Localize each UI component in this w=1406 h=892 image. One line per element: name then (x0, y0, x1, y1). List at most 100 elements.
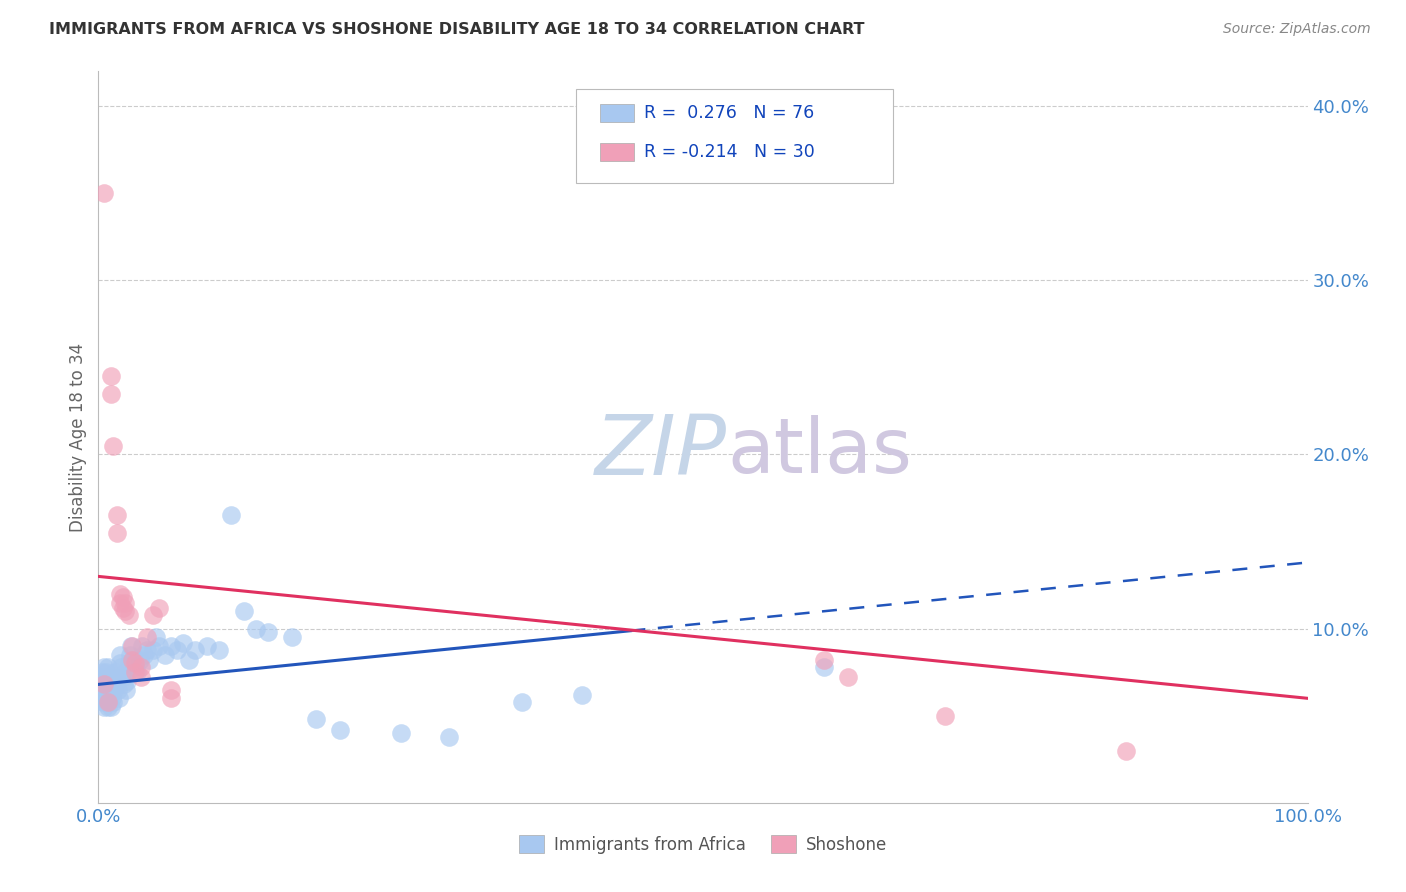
Point (117, 673, 139, 688)
Point (98, 673, 121, 688)
Point (100, 682, 122, 697)
Point (153, 648, 176, 662)
Point (128, 653, 150, 667)
Text: R = -0.214   N = 30: R = -0.214 N = 30 (644, 143, 814, 161)
Point (93, 186, 115, 201)
Point (118, 648, 141, 662)
Point (104, 665, 127, 680)
Point (100, 700, 122, 714)
Point (114, 595, 136, 609)
Text: IMMIGRANTS FROM AFRICA VS SHOSHONE DISABILITY AGE 18 TO 34 CORRELATION CHART: IMMIGRANTS FROM AFRICA VS SHOSHONE DISAB… (49, 22, 865, 37)
Point (131, 639, 153, 653)
Point (142, 642, 165, 657)
Legend: Immigrants from Africa, Shoshone: Immigrants from Africa, Shoshone (512, 829, 894, 860)
Point (97, 677, 120, 691)
Point (281, 631, 304, 645)
Point (115, 682, 138, 697)
Point (96, 670, 118, 684)
Point (232, 604, 254, 618)
Point (245, 622, 267, 636)
Point (89, 677, 111, 691)
Point (107, 682, 129, 697)
Point (129, 670, 152, 684)
Point (108, 648, 131, 662)
Point (91, 673, 114, 688)
Point (934, 708, 956, 723)
Point (837, 670, 859, 684)
Point (160, 691, 183, 706)
Point (135, 642, 157, 657)
Point (118, 607, 141, 622)
Point (160, 682, 183, 697)
Point (93, 660, 115, 674)
Point (195, 639, 218, 653)
Point (305, 712, 328, 726)
Point (100, 369, 122, 384)
Point (98, 691, 121, 706)
Point (108, 657, 131, 671)
Point (329, 723, 352, 737)
Point (138, 653, 160, 667)
Point (437, 730, 460, 744)
Point (184, 642, 207, 657)
Point (97, 660, 120, 674)
Point (96, 695, 118, 709)
Text: atlas: atlas (727, 415, 912, 489)
Point (166, 642, 188, 657)
Point (103, 682, 125, 697)
Point (105, 525, 128, 540)
Point (111, 591, 134, 605)
Point (94, 691, 117, 706)
Point (813, 653, 835, 667)
Point (571, 688, 593, 702)
Point (148, 600, 170, 615)
Point (813, 660, 835, 674)
Point (129, 660, 152, 674)
Point (94, 665, 117, 680)
Point (110, 660, 132, 674)
Point (142, 607, 165, 622)
Point (121, 653, 143, 667)
Point (179, 653, 201, 667)
Point (91, 695, 114, 709)
Point (100, 670, 122, 684)
Point (1115, 743, 1137, 757)
Point (208, 642, 231, 657)
Point (124, 657, 146, 671)
Point (121, 639, 143, 653)
Text: ZIP: ZIP (595, 411, 727, 492)
Point (121, 653, 143, 667)
Point (91, 670, 114, 684)
Point (134, 648, 156, 662)
Point (145, 631, 167, 645)
Point (93, 677, 115, 691)
Point (172, 635, 194, 649)
Point (105, 673, 128, 688)
Point (91, 682, 114, 697)
Point (135, 631, 157, 645)
Point (108, 587, 131, 601)
Point (97, 700, 120, 714)
Point (256, 625, 278, 640)
Point (114, 665, 136, 680)
Point (389, 726, 412, 740)
Point (100, 691, 122, 706)
Point (510, 695, 533, 709)
Point (97, 695, 120, 709)
Point (90, 682, 112, 697)
Point (108, 691, 131, 706)
Point (111, 670, 134, 684)
Point (160, 639, 183, 653)
Point (114, 604, 136, 618)
Point (93, 700, 115, 714)
Point (91, 691, 114, 706)
Point (101, 695, 124, 709)
Point (96, 682, 118, 697)
Point (100, 386, 122, 401)
Point (101, 673, 124, 688)
Point (120, 639, 142, 653)
Point (101, 439, 124, 453)
Point (91, 665, 114, 680)
Point (105, 508, 128, 523)
Point (118, 657, 141, 671)
